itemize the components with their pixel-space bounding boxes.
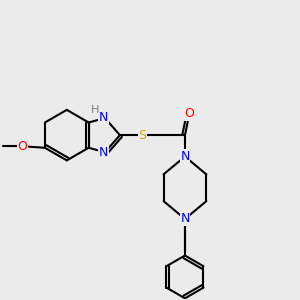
Text: H: H	[91, 105, 100, 115]
Text: N: N	[180, 212, 190, 226]
Text: N: N	[99, 111, 108, 124]
Text: N: N	[99, 146, 108, 159]
Text: S: S	[138, 129, 146, 142]
Text: N: N	[180, 150, 190, 163]
Text: O: O	[18, 140, 28, 153]
Text: O: O	[184, 107, 194, 120]
